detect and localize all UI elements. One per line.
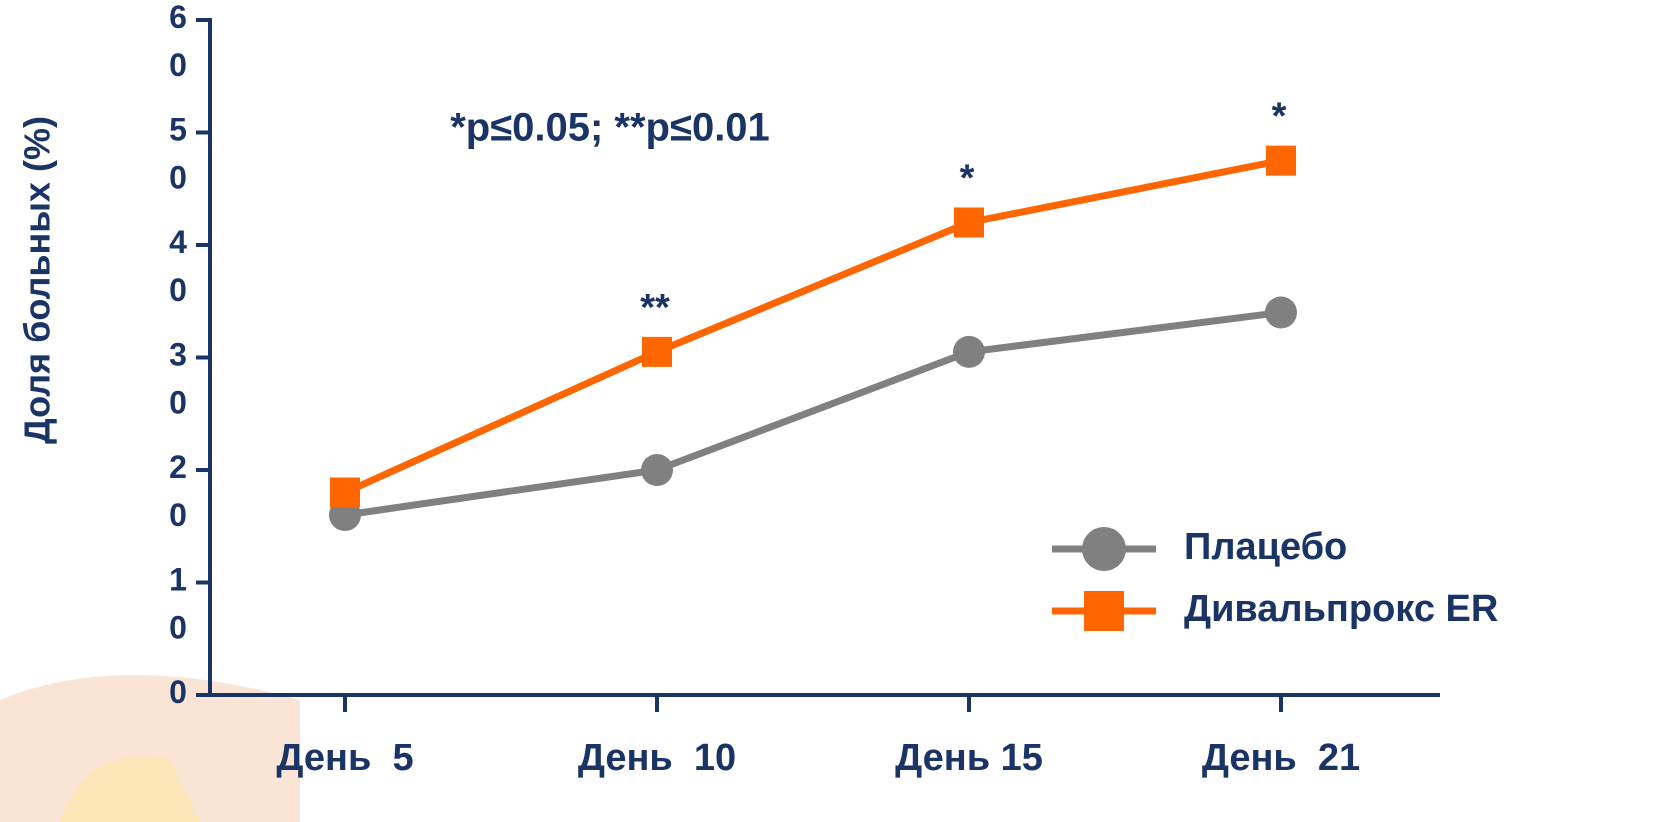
series-line (343, 157, 1282, 496)
y-tick-digit: 2 (169, 449, 187, 485)
point (954, 207, 984, 238)
legend-label: Плацебо (1184, 526, 1347, 568)
y-tick-digit: 0 (169, 47, 187, 83)
y-tick-digit: 0 (169, 610, 187, 646)
point (1082, 527, 1126, 571)
significance-label: * (1272, 96, 1287, 138)
y-tick-digit: 3 (169, 337, 187, 373)
y-tick-digit: 5 (169, 112, 187, 148)
x-tick-label: День 15 (895, 737, 1043, 779)
y-tick-digit: 0 (169, 160, 187, 196)
y-axis-label: Доля больных (%) (17, 116, 58, 444)
legend-label: Дивальпрокс ER (1184, 588, 1498, 630)
decoration (0, 675, 300, 822)
y-tick-digit: 0 (169, 497, 187, 533)
decoration (60, 756, 200, 822)
y-tick-digit: 4 (169, 224, 187, 260)
y-tick-digit: 0 (169, 385, 187, 421)
y-tick-label: 0 (169, 674, 187, 710)
significance-label: ** (640, 287, 670, 329)
point (641, 454, 673, 486)
point (1084, 591, 1124, 631)
point (1266, 145, 1296, 176)
annotation: *p≤0.05; **p≤0.01 (450, 106, 770, 150)
y-tick-digit: 0 (169, 272, 187, 308)
point (642, 336, 672, 367)
significance-label: * (960, 158, 975, 200)
point (953, 335, 985, 368)
x-tick-label: День 10 (578, 737, 736, 779)
point (330, 477, 360, 508)
y-tick-digit: 1 (169, 562, 187, 598)
x-tick-label: День 21 (1202, 737, 1360, 779)
y-tick-digit: 6 (169, 0, 187, 35)
y-tick-digit: 0 (169, 674, 187, 710)
x-tick-label: День 5 (276, 737, 413, 779)
series-line (344, 309, 1282, 519)
point (1265, 296, 1297, 329)
